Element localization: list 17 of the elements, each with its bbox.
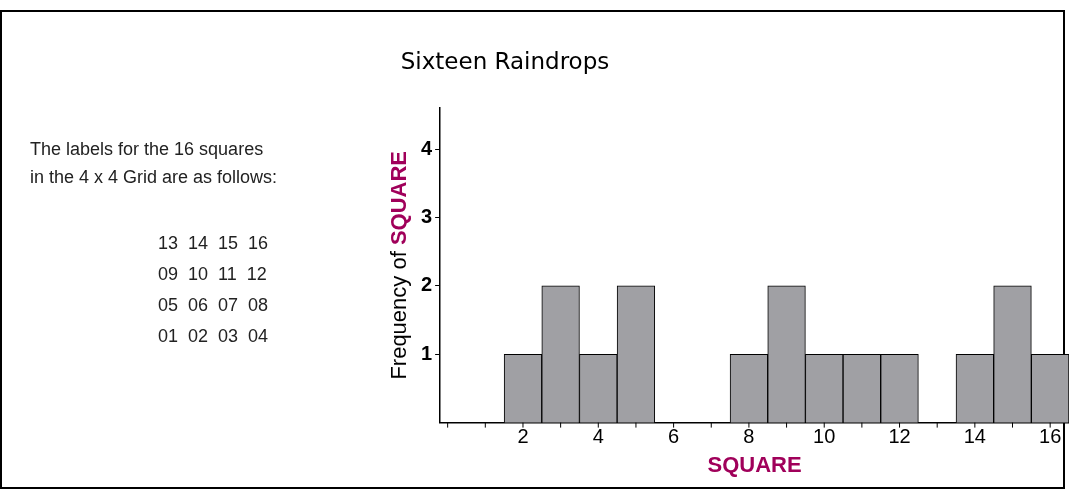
y-tick-label: 2 [421, 273, 433, 296]
x-tick-label: 14 [963, 425, 986, 448]
x-tick-label: 10 [813, 425, 836, 448]
y-axis-title: Frequency of SQUARE [386, 150, 412, 380]
text: 13 14 15 16 09 10 11 12 05 06 07 08 01 02 03 04 [158, 232, 269, 348]
y-tick-label: 3 [421, 204, 433, 227]
chart-title: Sixteen Raindrops [399, 48, 611, 74]
x-tick-label: 2 [517, 425, 529, 448]
x-tick-label: 4 [592, 425, 604, 448]
y-tick-label: 4 [421, 136, 433, 159]
y-tick-label: 1 [421, 341, 433, 364]
x-tick-label: 6 [668, 425, 680, 448]
x-tick-label: 8 [743, 425, 755, 448]
x-tick-label: 16 [1039, 425, 1062, 448]
x-tick-label: 12 [888, 425, 911, 448]
x-axis-title: SQUARE [707, 451, 802, 477]
text: The labels for the 16 squares in the 4 x 4 Grid are as follows: [30, 138, 278, 189]
